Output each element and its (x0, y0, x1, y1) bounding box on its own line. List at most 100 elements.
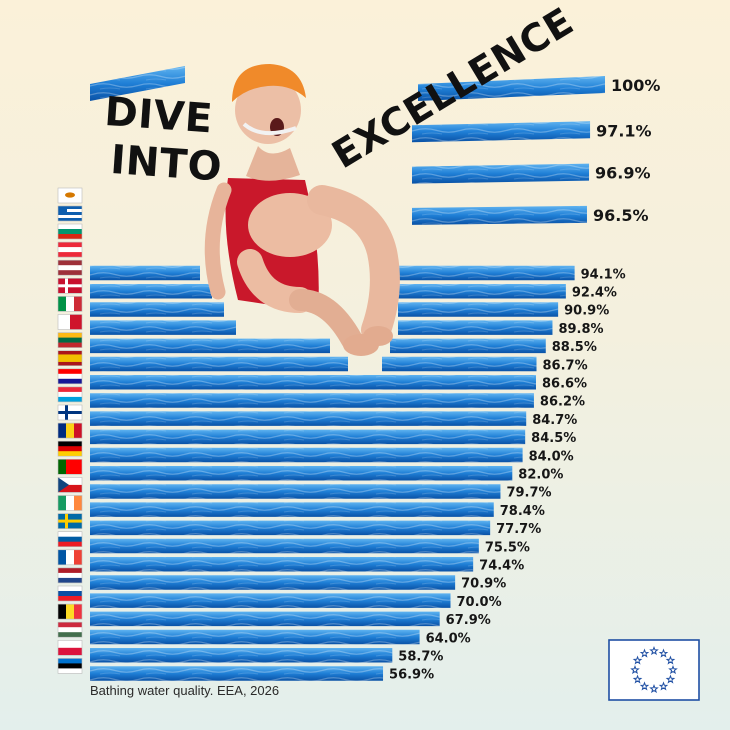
bar-1 (412, 121, 591, 143)
bar-ripple (398, 265, 575, 281)
value-label-17: 78.4% (500, 504, 545, 519)
flag-germany-icon (57, 440, 83, 457)
bar-22 (90, 593, 451, 608)
value-label-5: 92.4% (572, 286, 617, 301)
bar-26 (90, 666, 384, 681)
value-label-20: 74.4% (479, 559, 524, 574)
bar-17 (90, 502, 494, 517)
eu-star-icon (632, 674, 643, 684)
value-label-24: 64.0% (426, 631, 471, 646)
eu-star-icon (665, 655, 676, 665)
flag-croatia-icon (57, 368, 83, 385)
bar-21 (90, 575, 456, 590)
eu-star-icon (668, 664, 678, 675)
bar-ripple (412, 205, 587, 225)
bar-23 (90, 611, 440, 627)
flag-lithuania-icon (57, 332, 83, 348)
value-label-25: 58.7% (398, 650, 443, 665)
bar-ripple (90, 265, 200, 281)
bar-ripple (90, 593, 451, 608)
eu-star-icon (639, 681, 650, 691)
value-label-22: 70.0% (457, 595, 502, 610)
value-label-18: 77.7% (496, 522, 541, 537)
bar-19 (90, 538, 479, 554)
flag-hungary-icon (57, 621, 83, 638)
eu-star-icon (658, 648, 669, 658)
flag-cyprus-icon (57, 187, 83, 204)
eu-star-icon (658, 681, 669, 691)
value-label-14: 84.0% (529, 449, 574, 464)
bar-ripple (90, 320, 236, 335)
flag-italy-icon (57, 296, 83, 312)
bar-9 (90, 356, 537, 372)
bar-15 (90, 466, 513, 481)
bar-12 (90, 411, 527, 426)
flag-romania-icon (57, 422, 83, 439)
value-label-6: 90.9% (564, 304, 609, 319)
bar-0 (90, 66, 605, 101)
value-label-1: 97.1% (596, 121, 652, 140)
eu-star-icon (665, 674, 676, 684)
bar-ripple (398, 320, 553, 335)
flag-spain-icon (57, 350, 83, 367)
flag-greece-icon (57, 205, 83, 222)
bar-ripple (90, 629, 420, 645)
headline-dive: DIVE (103, 89, 215, 143)
bar-ripple (90, 666, 384, 681)
value-label-13: 84.5% (531, 431, 576, 446)
bar-5 (90, 284, 566, 299)
bar-10 (90, 375, 536, 390)
value-label-12: 84.7% (532, 413, 577, 428)
value-labels-layer: 100% 97.1% 96.9% 96.5% 94.1% 92.4% 90.9% 89.8% 8… (389, 76, 660, 683)
bar-6 (90, 302, 559, 317)
bar-11 (90, 393, 534, 408)
flag-slovenia-icon (57, 531, 83, 548)
flag-estonia-icon (57, 658, 83, 674)
bar-ripple (90, 484, 501, 499)
bar-14 (90, 447, 523, 463)
bar-ripple (382, 356, 537, 372)
flag-denmark-icon (57, 277, 83, 294)
bar-ripple (398, 302, 559, 317)
value-label-11: 86.2% (540, 395, 585, 410)
value-label-4: 94.1% (581, 267, 626, 282)
value-label-10: 86.6% (542, 377, 587, 392)
bar-ripple (90, 611, 440, 627)
bar-ripple (90, 648, 393, 663)
flag-portugal-icon (57, 458, 83, 475)
value-label-3: 96.5% (593, 206, 649, 225)
value-label-9: 86.7% (543, 358, 588, 373)
bar-ripple (90, 375, 536, 390)
source-caption: Bathing water quality. EEA, 2026 (90, 683, 280, 698)
bar-8 (90, 338, 546, 354)
bar-18 (90, 520, 491, 536)
flag-bulgaria-icon (57, 223, 83, 240)
eu-star-icon (630, 664, 640, 675)
flag-france-icon (57, 549, 83, 566)
eu-flag-logo (608, 639, 700, 701)
bar-ripple (412, 163, 590, 184)
flag-netherlands-icon (57, 567, 83, 584)
eu-stars (630, 645, 678, 694)
flag-poland-icon (57, 639, 83, 656)
eu-star-icon (649, 645, 659, 656)
bar-ripple (90, 66, 185, 101)
bar-ripple (90, 284, 212, 299)
value-label-16: 79.7% (506, 486, 551, 501)
bar-ripple (90, 447, 523, 463)
bar-ripple (390, 338, 546, 354)
flag-czechia-icon (57, 477, 83, 493)
bar-ripple (90, 520, 491, 536)
bar-ripple (90, 557, 474, 572)
value-label-26: 56.9% (389, 668, 434, 683)
bar-7 (90, 320, 553, 335)
bar-ripple (90, 466, 513, 481)
bar-4 (90, 265, 575, 281)
eu-star-icon (639, 648, 650, 658)
bar-ripple (90, 356, 348, 372)
value-label-7: 89.8% (558, 322, 603, 337)
eu-star-icon (649, 683, 659, 694)
bar-20 (90, 557, 474, 572)
diver-illustration (204, 64, 400, 356)
